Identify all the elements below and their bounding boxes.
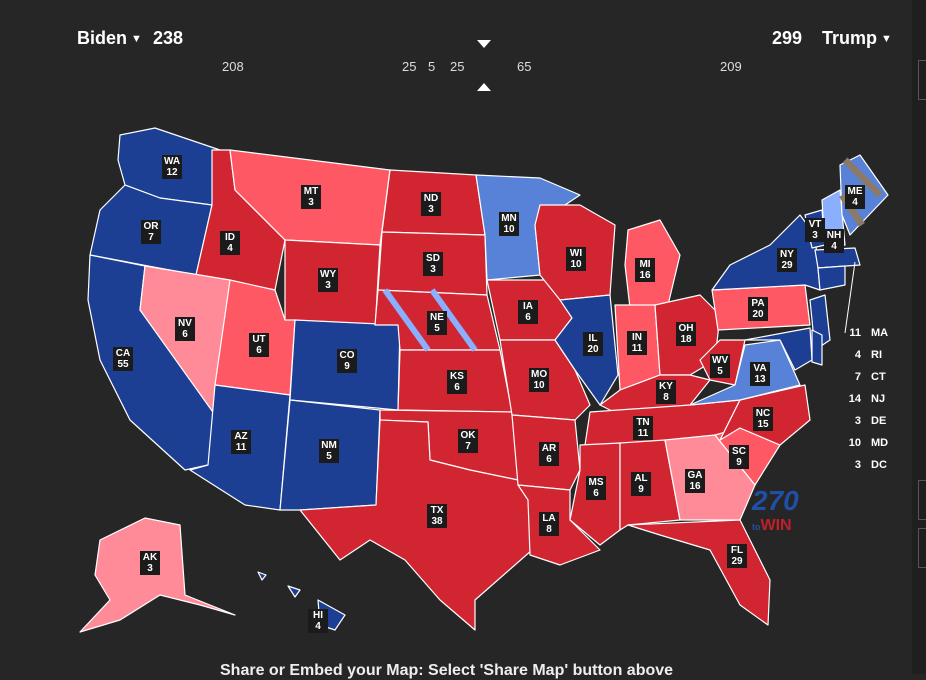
state-hi[interactable] [257, 571, 346, 631]
state-ny[interactable] [711, 214, 821, 291]
label-hi: HI 4 [308, 609, 328, 633]
label-nd: ND 3 [421, 192, 441, 216]
label-ar: AR 6 [539, 442, 559, 466]
chevron-down-icon: ▼ [881, 32, 892, 45]
state-ct[interactable] [817, 265, 846, 291]
chevron-down-icon: ▼ [131, 32, 142, 45]
label-il: IL 20 [583, 332, 603, 356]
label-wa: WA 12 [162, 155, 183, 179]
label-ks: KS 6 [447, 370, 467, 394]
side-control[interactable] [918, 60, 926, 100]
left-safe-count: 208 [222, 59, 244, 74]
state-fl[interactable] [627, 519, 771, 626]
share-instructions: Share or Embed your Map: Select 'Share M… [220, 662, 674, 679]
label-ak: AK 3 [140, 551, 160, 575]
label-va: VA 13 [750, 362, 770, 386]
label-az: AZ 11 [231, 430, 251, 454]
label-ia: IA 6 [518, 300, 538, 324]
side-control[interactable] [918, 528, 926, 568]
side-panel-edge [912, 0, 926, 674]
left-candidate-dropdown[interactable]: Biden ▼ [77, 28, 142, 49]
left-likely-count: 25 [402, 59, 417, 74]
state-md[interactable] [744, 327, 813, 371]
label-pa: PA 20 [748, 297, 768, 321]
label-wy: WY 3 [318, 268, 339, 292]
side-control[interactable] [918, 480, 926, 520]
label-co: CO 9 [337, 349, 357, 373]
right-candidate-dropdown[interactable]: Trump ▼ [822, 28, 892, 49]
label-wi: WI 10 [566, 247, 586, 271]
label-tn: TN 11 [633, 416, 653, 440]
small-state-dc[interactable]: 3 DC [854, 459, 887, 471]
ne-split-stripes [382, 288, 478, 352]
label-sd: SD 3 [423, 252, 443, 276]
small-state-ct[interactable]: 7 CT [854, 371, 886, 383]
tossup-count: 5 [428, 59, 436, 74]
state-la[interactable] [517, 484, 601, 566]
small-state-nj[interactable]: 14 NJ [848, 393, 886, 405]
right-likely-count: 25 [450, 59, 465, 74]
state-ga[interactable] [664, 434, 756, 521]
label-la: LA 8 [539, 512, 559, 536]
label-mn: MN 10 [499, 212, 519, 236]
score-header: Biden ▼ 238 299 Trump ▼ 208 25 5 25 65 2… [0, 0, 926, 100]
small-state-ri[interactable]: 4 RI [854, 349, 882, 361]
state-ak[interactable] [79, 517, 236, 633]
right-score: 299 [772, 28, 803, 48]
label-mo: MO 10 [529, 368, 550, 392]
label-sc: SC 9 [729, 445, 749, 469]
label-me: ME 4 [845, 185, 865, 209]
label-tx: TX 38 [427, 504, 447, 528]
small-state-md[interactable]: 10 MD [848, 437, 889, 449]
state-tx[interactable] [299, 419, 533, 631]
270towin-logo: 270 toWIN [752, 485, 799, 534]
callout-lines [844, 261, 856, 334]
label-fl: FL 29 [727, 544, 747, 568]
label-ga: GA 16 [685, 469, 705, 493]
label-ms: MS 6 [586, 476, 606, 500]
label-mt: MT 3 [301, 185, 321, 209]
label-vt: VT 3 [805, 218, 825, 242]
marker-up-icon [477, 83, 491, 91]
label-ny: NY 29 [777, 248, 797, 272]
left-score: 238 [153, 28, 184, 48]
label-nh: NH 4 [824, 229, 844, 253]
label-ok: OK 7 [458, 429, 478, 453]
label-oh: OH 18 [676, 322, 696, 346]
right-lean-count: 65 [517, 59, 532, 74]
label-nm: NM 5 [319, 439, 339, 463]
marker-down-icon [477, 40, 491, 48]
label-ne: NE 5 [427, 311, 447, 335]
small-state-ma[interactable]: 11 MA [849, 327, 889, 339]
label-mi: MI 16 [635, 258, 655, 282]
label-wv: WV 5 [710, 354, 731, 378]
label-ky: KY 8 [656, 380, 676, 404]
right-candidate-name: Trump [822, 28, 878, 48]
label-nv: NV 6 [175, 317, 195, 341]
label-ut: UT 6 [249, 333, 269, 357]
label-in: IN 11 [627, 331, 647, 355]
left-candidate-name: Biden [77, 28, 128, 48]
right-safe-count: 209 [720, 59, 742, 74]
label-ca: CA 55 [113, 347, 133, 371]
label-id: ID 4 [220, 231, 240, 255]
label-al: AL 9 [631, 472, 651, 496]
label-nc: NC 15 [753, 407, 773, 431]
small-state-de[interactable]: 3 DE [854, 415, 887, 427]
state-de[interactable] [811, 329, 823, 366]
label-or: OR 7 [141, 220, 161, 244]
